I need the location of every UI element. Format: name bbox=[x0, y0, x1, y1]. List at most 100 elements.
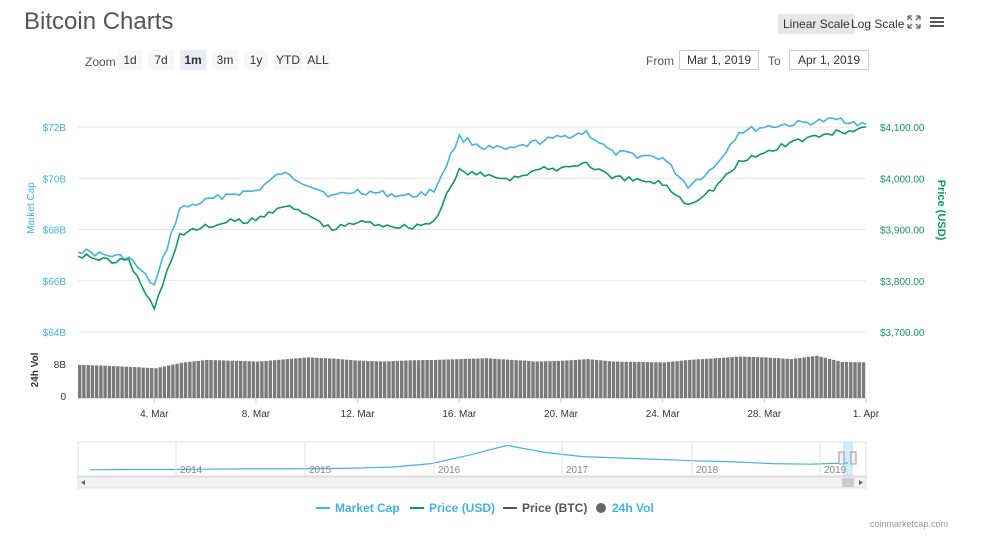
volume-bar bbox=[230, 360, 234, 398]
volume-bar bbox=[353, 360, 357, 398]
volume-bar bbox=[277, 359, 281, 398]
volume-bar bbox=[755, 357, 760, 398]
navigator-year-label: 2017 bbox=[566, 465, 589, 476]
scroll-right-arrow-icon bbox=[859, 480, 863, 485]
zoom-button-1m[interactable]: 1m bbox=[180, 50, 206, 70]
legend-price-btc-label: Price (BTC) bbox=[522, 501, 588, 515]
volume-bar bbox=[378, 361, 383, 398]
from-date-input[interactable] bbox=[679, 50, 759, 70]
hamburger-menu-icon[interactable] bbox=[929, 14, 945, 35]
volume-bar bbox=[90, 365, 95, 398]
navigator-scrollbar-thumb bbox=[842, 478, 854, 487]
volume-bar bbox=[141, 367, 145, 399]
expand-icon[interactable] bbox=[906, 14, 922, 35]
volume-bar bbox=[200, 360, 205, 398]
volume-bar bbox=[285, 359, 289, 398]
volume-bar bbox=[281, 359, 285, 398]
volume-bar bbox=[302, 357, 306, 398]
volume-bar bbox=[539, 361, 544, 398]
x-tick-label: 24. Mar bbox=[646, 409, 681, 420]
volume-bar bbox=[383, 361, 387, 398]
zoom-button-all[interactable]: ALL bbox=[306, 50, 330, 70]
volume-bar bbox=[705, 358, 709, 398]
volume-bar bbox=[370, 361, 374, 398]
volume-bar bbox=[628, 361, 633, 398]
volume-bar bbox=[806, 356, 811, 398]
volume-bar bbox=[607, 361, 611, 398]
x-tick-label: 1. Apr bbox=[853, 409, 880, 420]
legend-price-usd[interactable]: Price (USD) bbox=[410, 501, 495, 515]
bitcoin-price-chart[interactable]: $72B $4,100.00 $70B $4,000.00 $68B $3,900.00 $… bbox=[0, 0, 1000, 500]
volume-bar bbox=[679, 360, 683, 398]
volume-bar bbox=[78, 364, 82, 398]
legend-price-btc[interactable]: Price (BTC) bbox=[503, 501, 587, 515]
x-tick-label: 20. Mar bbox=[544, 409, 579, 420]
price-usd-swatch bbox=[410, 507, 424, 509]
volume-bar bbox=[713, 358, 717, 398]
volume-bar bbox=[357, 360, 361, 398]
navigator-year-label: 2014 bbox=[180, 465, 203, 476]
volume-bar bbox=[150, 368, 154, 398]
volume-bar bbox=[785, 358, 789, 398]
volume-bar bbox=[552, 361, 556, 398]
volume-bar bbox=[158, 367, 162, 398]
volume-bar bbox=[294, 358, 298, 398]
volume-bar bbox=[760, 357, 764, 398]
volume-bar bbox=[289, 358, 294, 398]
zoom-button-7d[interactable]: 7d bbox=[148, 50, 174, 70]
legend-market-cap[interactable]: Market Cap bbox=[316, 501, 400, 515]
volume-bar bbox=[514, 360, 518, 398]
to-date-input[interactable] bbox=[789, 50, 869, 70]
volume-bar bbox=[726, 357, 730, 398]
volume-bar bbox=[675, 361, 679, 398]
volume-bar bbox=[425, 360, 429, 398]
volume-bar bbox=[213, 360, 217, 398]
price-usd-line bbox=[77, 126, 867, 312]
volume-bar bbox=[768, 357, 772, 398]
zoom-button-3m[interactable]: 3m bbox=[212, 50, 238, 70]
volume-bar bbox=[738, 356, 743, 398]
volume-bar bbox=[734, 356, 739, 398]
volume-bar bbox=[658, 362, 662, 398]
navigator[interactable]: 2014 2015 2016 2017 2018 2019 bbox=[77, 441, 867, 489]
volume-bar bbox=[226, 360, 230, 398]
volume-bar bbox=[573, 359, 578, 398]
volume-tick-8b: 8B bbox=[54, 360, 67, 371]
volume-bar bbox=[840, 362, 844, 398]
volume-bar bbox=[522, 360, 527, 398]
navigator-frame bbox=[77, 441, 867, 477]
volume-tick-0: 0 bbox=[60, 392, 66, 403]
volume-bar bbox=[209, 360, 213, 398]
volume-bar bbox=[620, 361, 624, 398]
volume-bar bbox=[467, 358, 472, 398]
volume-bar bbox=[183, 362, 188, 398]
left-tick-label: $72B bbox=[43, 123, 67, 134]
volume-bar bbox=[400, 360, 404, 398]
volume-bar bbox=[175, 363, 179, 398]
credit-link[interactable]: coinmarketcap.com bbox=[869, 519, 948, 529]
x-tick-label: 4. Mar bbox=[140, 409, 169, 420]
volume-bar bbox=[510, 359, 514, 398]
log-scale-button[interactable]: Log Scale bbox=[851, 17, 905, 31]
left-tick-label: $66B bbox=[43, 277, 67, 288]
volume-bar bbox=[179, 362, 184, 398]
volume-bar bbox=[361, 360, 366, 398]
zoom-button-1d[interactable]: 1d bbox=[118, 50, 142, 70]
linear-scale-button[interactable]: Linear Scale bbox=[778, 14, 855, 34]
navigator-year-label: 2019 bbox=[824, 465, 847, 476]
zoom-button-ytd[interactable]: YTD bbox=[274, 50, 302, 70]
right-tick-label: $4,100.00 bbox=[880, 123, 925, 134]
volume-bar bbox=[412, 360, 417, 398]
zoom-label: Zoom bbox=[85, 55, 116, 69]
volume-bar bbox=[535, 361, 539, 398]
volume-bar bbox=[823, 357, 827, 398]
volume-bar bbox=[239, 361, 243, 398]
left-tick-label: $64B bbox=[43, 328, 67, 339]
legend-24h-vol[interactable]: 24h Vol bbox=[596, 501, 654, 515]
legend-24h-vol-label: 24h Vol bbox=[612, 501, 654, 515]
zoom-button-1y[interactable]: 1y bbox=[244, 50, 268, 70]
volume-bar bbox=[730, 357, 734, 398]
volume-bar bbox=[404, 360, 408, 398]
x-tick-label: 28. Mar bbox=[747, 409, 782, 420]
volume-bar bbox=[429, 360, 433, 398]
